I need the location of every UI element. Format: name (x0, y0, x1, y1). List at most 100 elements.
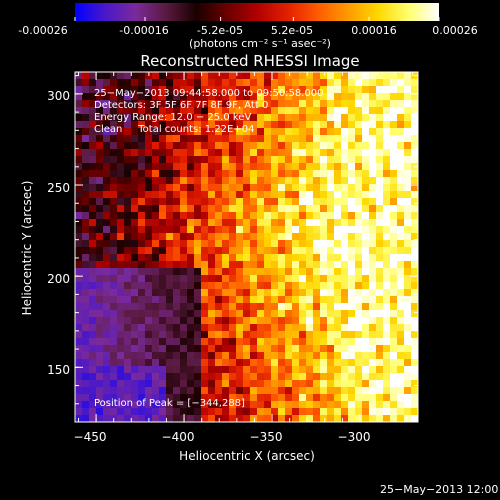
heatmap-image (75, 72, 418, 422)
heatmap-cell (243, 93, 251, 101)
heatmap-cell (166, 205, 174, 213)
heatmap-cell (131, 261, 139, 269)
heatmap-cell (124, 289, 132, 297)
heatmap-cell (145, 282, 153, 290)
heatmap-cell (201, 128, 209, 136)
heatmap-cell (271, 408, 279, 416)
heatmap-cell (208, 366, 216, 374)
heatmap-cell (306, 142, 314, 150)
heatmap-cell (271, 352, 279, 360)
x-tick-label: −450 (73, 430, 107, 444)
heatmap-cell (173, 317, 181, 325)
heatmap-cell (187, 289, 195, 297)
heatmap-cell (194, 282, 202, 290)
heatmap-cell (320, 366, 328, 374)
heatmap-cell (180, 380, 188, 388)
heatmap-cell (243, 275, 251, 283)
heatmap-cell (250, 401, 258, 409)
heatmap-cell (194, 275, 202, 283)
heatmap-cell (376, 303, 384, 311)
heatmap-cell (278, 100, 286, 108)
heatmap-cell (75, 380, 83, 388)
heatmap-cell (250, 261, 258, 269)
heatmap-cell (369, 149, 377, 157)
heatmap-cell (124, 338, 132, 346)
heatmap-cell (327, 114, 335, 122)
heatmap-cell (89, 345, 97, 353)
heatmap-cell (131, 72, 139, 80)
heatmap-cell (75, 219, 83, 227)
heatmap-cell (334, 324, 342, 332)
heatmap-cell (348, 261, 356, 269)
heatmap-cell (159, 156, 167, 164)
heatmap-cell (138, 275, 146, 283)
heatmap-cell (376, 121, 384, 129)
heatmap-cell (348, 107, 356, 115)
heatmap-cell (285, 170, 293, 178)
heatmap-cell (390, 121, 398, 129)
heatmap-cell (411, 128, 418, 136)
heatmap-cell (145, 149, 153, 157)
heatmap-cell (166, 219, 174, 227)
heatmap-cell (376, 184, 384, 192)
heatmap-cell (285, 128, 293, 136)
heatmap-cell (110, 219, 118, 227)
heatmap-cell (250, 212, 258, 220)
heatmap-cell (306, 380, 314, 388)
heatmap-cell (236, 219, 244, 227)
heatmap-cell (285, 408, 293, 416)
heatmap-cell (138, 212, 146, 220)
heatmap-cell (397, 324, 405, 332)
heatmap-cell (369, 317, 377, 325)
heatmap-cell (397, 219, 405, 227)
heatmap-cell (194, 254, 202, 262)
heatmap-cell (201, 261, 209, 269)
heatmap-cell (341, 163, 349, 171)
heatmap-cell (404, 86, 412, 94)
heatmap-cell (362, 184, 370, 192)
heatmap-cell (173, 170, 181, 178)
heatmap-cell (299, 184, 307, 192)
heatmap-cell (138, 198, 146, 206)
heatmap-cell (96, 163, 104, 171)
heatmap-cell (131, 142, 139, 150)
heatmap-cell (257, 282, 265, 290)
heatmap-cell (96, 219, 104, 227)
heatmap-cell (271, 254, 279, 262)
heatmap-cell (383, 268, 391, 276)
heatmap-cell (145, 268, 153, 276)
heatmap-cell (257, 296, 265, 304)
heatmap-cell (404, 296, 412, 304)
heatmap-cell (313, 303, 321, 311)
heatmap-cell (334, 387, 342, 395)
heatmap-cell (96, 289, 104, 297)
heatmap-cell (159, 352, 167, 360)
heatmap-cell (376, 177, 384, 185)
heatmap-cell (348, 212, 356, 220)
heatmap-cell (124, 331, 132, 339)
heatmap-cell (404, 289, 412, 297)
heatmap-cell (299, 352, 307, 360)
heatmap-cell (201, 380, 209, 388)
heatmap-cell (229, 219, 237, 227)
heatmap-cell (299, 373, 307, 381)
heatmap-cell (383, 212, 391, 220)
heatmap-cell (306, 100, 314, 108)
heatmap-cell (145, 275, 153, 283)
heatmap-cell (285, 100, 293, 108)
heatmap-cell (383, 72, 391, 80)
heatmap-cell (404, 401, 412, 409)
heatmap-cell (264, 331, 272, 339)
heatmap-cell (299, 394, 307, 402)
heatmap-cell (390, 240, 398, 248)
heatmap-cell (208, 254, 216, 262)
x-tick-label: −350 (249, 430, 283, 444)
heatmap-cell (348, 121, 356, 129)
heatmap-cell (194, 184, 202, 192)
heatmap-cell (138, 331, 146, 339)
heatmap-cell (327, 135, 335, 143)
heatmap-cell (250, 268, 258, 276)
heatmap-cell (327, 275, 335, 283)
heatmap-cell (257, 408, 265, 416)
heatmap-cell (159, 205, 167, 213)
